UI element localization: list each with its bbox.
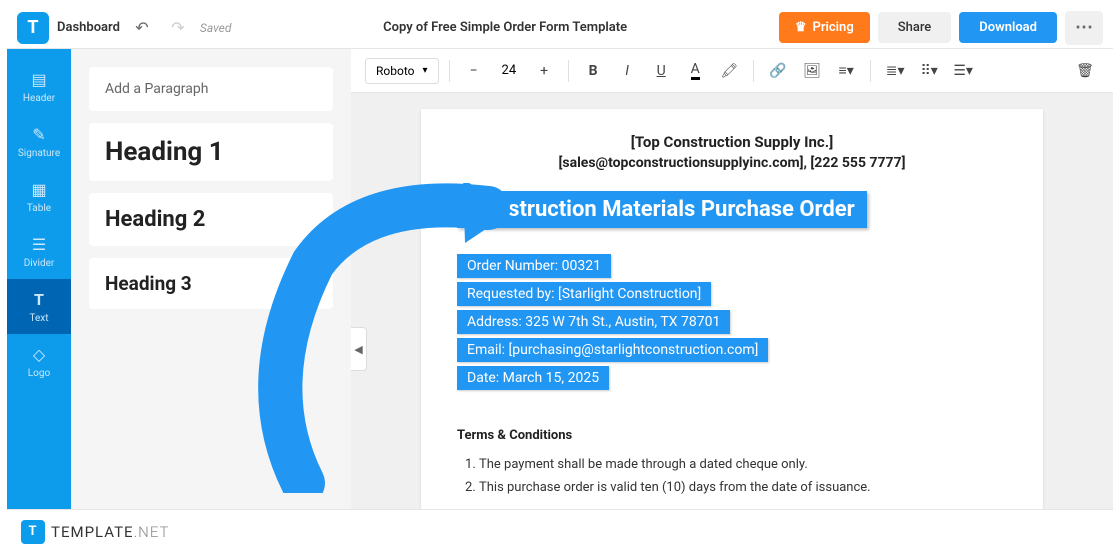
highlight-button[interactable]: 🖍 [715, 57, 743, 85]
numbered-list-button[interactable]: ≣▾ [881, 57, 909, 85]
date: Date: March 15, 2025 [457, 366, 609, 390]
underline-button[interactable]: U [647, 57, 675, 85]
collapse-panel-button[interactable]: ◀ [351, 327, 367, 371]
crown-icon: ♛ [795, 20, 807, 35]
saved-status: Saved [200, 21, 231, 35]
heading-1-option[interactable]: Heading 1 [89, 123, 333, 181]
selected-text-block[interactable]: Construction Materials Purchase Order Or… [457, 191, 867, 394]
order-number: Order Number: 00321 [457, 254, 611, 278]
delete-button[interactable]: 🗑 [1071, 57, 1099, 85]
header-icon: ▤ [29, 69, 49, 89]
image-button[interactable]: 🖼 [798, 57, 826, 85]
logo-icon: ◇ [29, 344, 49, 364]
divider-icon: ☰ [29, 234, 49, 254]
line-spacing-button[interactable]: ☰▾ [949, 57, 977, 85]
font-family-select[interactable]: Roboto▾ [365, 58, 439, 84]
term-item: This purchase order is valid ten (10) da… [479, 476, 1007, 499]
divider [870, 60, 871, 82]
undo-icon[interactable]: ↶ [128, 14, 156, 42]
company-contact: [sales@topconstructionsupplyinc.com], [2… [457, 155, 1007, 171]
rail-table[interactable]: ▦Table [7, 169, 71, 224]
table-icon: ▦ [29, 179, 49, 199]
document-header: [Top Construction Supply Inc.] [sales@to… [457, 133, 1007, 171]
rail-header[interactable]: ▤Header [7, 59, 71, 114]
requested-by: Requested by: [Starlight Construction] [457, 282, 711, 306]
download-button[interactable]: Download [959, 12, 1057, 43]
rail-text[interactable]: TText [7, 279, 71, 334]
decrease-font-icon[interactable]: − [460, 57, 488, 85]
dashboard-link[interactable]: Dashboard [57, 20, 120, 35]
email: Email: [purchasing@starlightconstruction… [457, 338, 768, 362]
bullet-list-button[interactable]: ⠿▾ [915, 57, 943, 85]
align-button[interactable]: ≡▾ [832, 57, 860, 85]
heading-2-option[interactable]: Heading 2 [89, 193, 333, 246]
more-button[interactable]: ⋯ [1065, 11, 1103, 45]
share-button[interactable]: Share [878, 12, 952, 43]
rail-divider[interactable]: ☰Divider [7, 224, 71, 279]
redo-icon[interactable]: ↷ [164, 14, 192, 42]
term-item: The payment shall be made through a date… [479, 453, 1007, 476]
pricing-button[interactable]: ♛Pricing [779, 12, 870, 43]
canvas-area: Roboto▾ − 24 + B I U A 🖍 🔗 🖼 ≡▾ ≣▾ ⠿▾ ☰▾… [351, 49, 1113, 509]
divider [568, 60, 569, 82]
company-name: [Top Construction Supply Inc.] [457, 133, 1007, 151]
terms-title: Terms & Conditions [457, 428, 1007, 443]
signature-icon: ✎ [29, 124, 49, 144]
document-canvas[interactable]: [Top Construction Supply Inc.] [sales@to… [421, 109, 1043, 509]
side-panel: Add a Paragraph Heading 1 Heading 2 Head… [71, 49, 351, 509]
bold-button[interactable]: B [579, 57, 607, 85]
text-color-button[interactable]: A [681, 57, 709, 85]
top-bar: T Dashboard ↶ ↷ Saved Copy of Free Simpl… [7, 7, 1113, 49]
chevron-down-icon: ▾ [422, 65, 427, 76]
link-button[interactable]: 🔗 [764, 57, 792, 85]
text-icon: T [29, 289, 49, 309]
address: Address: 325 W 7th St., Austin, TX 78701 [457, 310, 730, 334]
italic-button[interactable]: I [613, 57, 641, 85]
divider [753, 60, 754, 82]
divider [449, 60, 450, 82]
footer: T TEMPLATE.NET [7, 509, 1113, 553]
order-title: Construction Materials Purchase Order [457, 191, 867, 228]
app-logo[interactable]: T [17, 12, 49, 44]
rail-logo[interactable]: ◇Logo [7, 334, 71, 389]
terms-section: Terms & Conditions The payment shall be … [457, 428, 1007, 500]
left-rail: ▤Header ✎Signature ▦Table ☰Divider TText… [7, 49, 71, 509]
formatting-toolbar: Roboto▾ − 24 + B I U A 🖍 🔗 🖼 ≡▾ ≣▾ ⠿▾ ☰▾… [351, 49, 1113, 93]
footer-brand[interactable]: T TEMPLATE.NET [21, 520, 169, 544]
add-paragraph[interactable]: Add a Paragraph [89, 67, 333, 111]
increase-font-icon[interactable]: + [530, 57, 558, 85]
font-size-value[interactable]: 24 [494, 63, 525, 78]
heading-3-option[interactable]: Heading 3 [89, 258, 333, 309]
footer-logo-icon: T [21, 520, 45, 544]
document-title: Copy of Free Simple Order Form Template [239, 20, 770, 35]
main-area: ▤Header ✎Signature ▦Table ☰Divider TText… [7, 49, 1113, 509]
rail-signature[interactable]: ✎Signature [7, 114, 71, 169]
